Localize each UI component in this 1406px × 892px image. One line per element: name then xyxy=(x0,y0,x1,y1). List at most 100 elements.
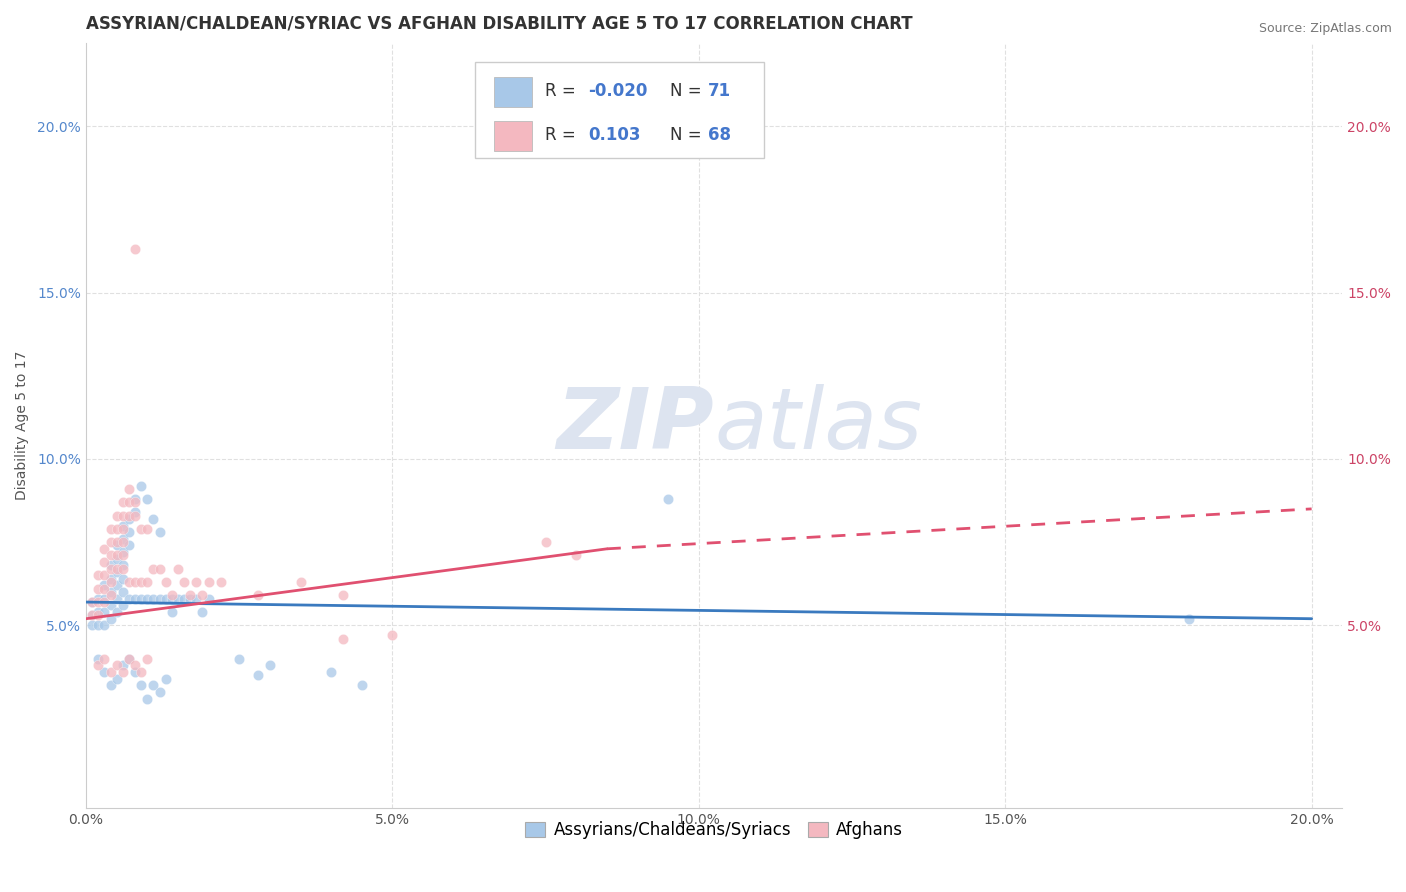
Point xyxy=(129,665,152,679)
Point xyxy=(149,562,172,576)
Point xyxy=(118,512,141,526)
Point xyxy=(111,508,134,523)
Point xyxy=(100,589,122,603)
Point xyxy=(129,478,152,492)
Y-axis label: Disability Age 5 to 17: Disability Age 5 to 17 xyxy=(15,351,30,500)
Point xyxy=(87,605,110,619)
Point xyxy=(290,575,312,590)
Point xyxy=(142,512,165,526)
Point xyxy=(111,665,134,679)
Point xyxy=(111,562,134,576)
Point xyxy=(124,591,146,606)
Point xyxy=(228,651,250,665)
Point xyxy=(111,532,134,546)
Point xyxy=(124,242,146,256)
Point xyxy=(105,539,128,553)
Point xyxy=(100,612,122,626)
Point xyxy=(105,672,128,686)
Point xyxy=(191,605,214,619)
Point xyxy=(105,591,128,606)
Point xyxy=(246,668,269,682)
Point xyxy=(118,508,141,523)
Point xyxy=(186,575,208,590)
Text: 0.103: 0.103 xyxy=(589,126,641,144)
Point xyxy=(93,555,115,569)
Text: 71: 71 xyxy=(707,81,731,100)
Point xyxy=(155,672,177,686)
Point xyxy=(100,535,122,549)
Point xyxy=(142,678,165,692)
Point xyxy=(149,525,172,540)
Point xyxy=(93,582,115,596)
Point xyxy=(93,595,115,609)
Point xyxy=(321,665,343,679)
Point xyxy=(381,628,404,642)
Point xyxy=(197,575,219,590)
Point xyxy=(111,522,134,536)
Point xyxy=(118,575,141,590)
Point xyxy=(332,589,354,603)
Point xyxy=(100,575,122,590)
Point xyxy=(142,562,165,576)
Point xyxy=(105,658,128,673)
Point xyxy=(105,549,128,563)
Point xyxy=(100,599,122,613)
Point xyxy=(82,608,104,623)
Point xyxy=(118,525,141,540)
Point xyxy=(111,585,134,599)
Point xyxy=(209,575,232,590)
Point xyxy=(160,591,183,606)
Point xyxy=(179,589,201,603)
Point xyxy=(124,508,146,523)
Text: ZIP: ZIP xyxy=(557,384,714,467)
Point xyxy=(118,482,141,496)
Point xyxy=(186,591,208,606)
Text: Source: ZipAtlas.com: Source: ZipAtlas.com xyxy=(1258,22,1392,36)
Point xyxy=(100,678,122,692)
Point xyxy=(124,658,146,673)
Point xyxy=(105,605,128,619)
Point xyxy=(93,541,115,556)
Point xyxy=(534,535,557,549)
Point xyxy=(155,575,177,590)
Point xyxy=(259,658,281,673)
Point xyxy=(111,572,134,586)
Point xyxy=(191,589,214,603)
Bar xyxy=(495,77,531,107)
Point xyxy=(149,591,172,606)
Point xyxy=(332,632,354,646)
Point xyxy=(129,678,152,692)
Point xyxy=(136,575,159,590)
Point xyxy=(87,591,110,606)
Point xyxy=(87,582,110,596)
Legend: Assyrians/Chaldeans/Syriacs, Afghans: Assyrians/Chaldeans/Syriacs, Afghans xyxy=(519,814,910,846)
Point xyxy=(111,518,134,533)
Point xyxy=(105,578,128,592)
Point xyxy=(100,572,122,586)
Point xyxy=(82,595,104,609)
Point xyxy=(87,618,110,632)
Point xyxy=(246,589,269,603)
Point xyxy=(136,491,159,506)
Point xyxy=(124,491,146,506)
Point xyxy=(173,575,195,590)
Point xyxy=(118,651,141,665)
Point xyxy=(111,658,134,673)
Point xyxy=(1178,612,1201,626)
Point xyxy=(124,665,146,679)
Point xyxy=(124,495,146,509)
Point xyxy=(118,539,141,553)
Text: N =: N = xyxy=(671,81,702,100)
Point xyxy=(100,522,122,536)
Point xyxy=(100,562,122,576)
Point xyxy=(111,599,134,613)
Point xyxy=(160,605,183,619)
Point xyxy=(173,591,195,606)
Point xyxy=(93,618,115,632)
Point xyxy=(87,608,110,623)
Point xyxy=(93,568,115,582)
Point xyxy=(136,651,159,665)
Point xyxy=(105,508,128,523)
Point xyxy=(93,605,115,619)
Point xyxy=(93,578,115,592)
